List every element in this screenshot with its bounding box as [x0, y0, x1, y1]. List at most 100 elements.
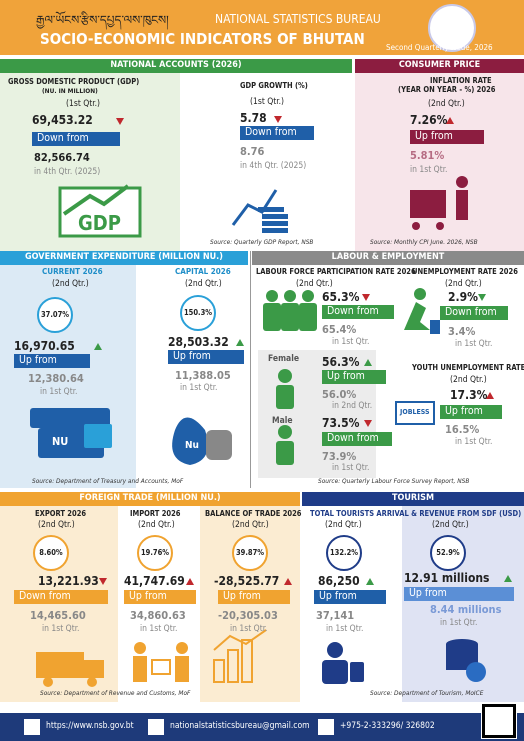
footer-band: [0, 713, 524, 741]
comparison-badge: Up from: [218, 590, 290, 604]
previous-value: -20,305.03: [218, 609, 278, 622]
panel-title: LABOUR FORCE PARTICIPATION RATE 2026: [256, 267, 416, 276]
panel-title: IMPORT 2026: [130, 509, 181, 518]
arrow-down: [478, 294, 486, 301]
section-bar: [355, 59, 524, 73]
comparison-badge: Down from: [322, 432, 392, 446]
header-text: https://www.nsb.gov.bt: [46, 721, 134, 731]
value: 2.9%: [448, 290, 478, 304]
value: 86,250: [318, 574, 360, 588]
panel: [355, 73, 524, 251]
icon-label: JOBLESS: [400, 408, 430, 416]
period: (2nd Qtr.): [432, 520, 469, 530]
value: 17.3%: [450, 388, 488, 402]
source-note: Source: Department of Tourism, MoICE: [370, 689, 484, 697]
arrow-up: [284, 578, 292, 585]
previous-period: in 1st Qtr.: [40, 387, 78, 397]
label: Female: [268, 354, 300, 364]
previous-period: in 1st Qtr.: [332, 337, 370, 347]
share-circle: 52.9%: [430, 535, 466, 571]
icon-label: NU: [52, 435, 69, 448]
previous-period: in 4th Qtr. (2025): [34, 167, 101, 177]
value: 12.91 millions: [404, 571, 490, 585]
source-note: Source: Quarterly Labour Force Survey Re…: [318, 477, 470, 485]
value: 65.3%: [322, 290, 360, 304]
source-note: Source: Quarterly GDP Report, NSB: [210, 238, 314, 246]
panel-title: EXPORT 2026: [35, 509, 87, 518]
period: (2nd Qtr.): [325, 520, 362, 530]
source-note: Source: Department of Treasury and Accou…: [32, 477, 184, 485]
arrow-down: [116, 118, 124, 125]
previous-period: in 1st Qtr.: [180, 383, 218, 393]
previous-period: in 1st Qtr.: [42, 624, 80, 634]
section-bar: [252, 251, 524, 265]
previous-value: 65.4%: [322, 323, 357, 336]
period: (2nd Qtr.): [138, 520, 175, 530]
comparison-badge: Up from: [14, 354, 90, 368]
section-heading: LABOUR & EMPLOYMENT: [331, 252, 445, 262]
comparison-badge: Down from: [440, 306, 508, 320]
mail-icon: [148, 719, 164, 735]
arrow-down: [362, 294, 370, 301]
panel-title: INFLATION RATE: [430, 76, 492, 85]
panel-title: TOTAL TOURISTS ARRIVAL & REVENUE FROM SD…: [310, 509, 524, 518]
comparison-badge: Up from: [322, 370, 386, 384]
period: (2nd Qtr.): [52, 279, 89, 289]
comparison-badge: Up from: [404, 587, 514, 601]
comparison-badge: Down from: [32, 132, 120, 146]
arrow-up: [504, 575, 512, 582]
panel-title: (NU. IN MILLION): [42, 87, 98, 95]
qr-code: [481, 703, 517, 739]
header-text: NATIONAL STATISTICS BUREAU: [215, 12, 381, 26]
comparison-badge: Down from: [240, 126, 314, 140]
panel-title: GDP GROWTH (%): [240, 81, 308, 90]
arrow-up: [236, 339, 244, 346]
panel-title: GROSS DOMESTIC PRODUCT (GDP): [8, 77, 140, 86]
arrow-down: [364, 420, 372, 427]
panel-title: BALANCE OF TRADE 2026: [205, 509, 302, 518]
previous-value: 82,566.74: [34, 151, 90, 164]
previous-value: 73.9%: [322, 450, 357, 463]
panel-title: CURRENT 2026: [42, 267, 103, 276]
value: 41,747.69: [124, 574, 185, 588]
comparison-badge: Up from: [314, 590, 386, 604]
previous-period: in 1st Qtr.: [326, 624, 364, 634]
arrow-up: [366, 578, 374, 585]
source-note: Source: Monthly CPI June. 2026, NSB: [370, 238, 478, 246]
section-heading: NATIONAL ACCOUNTS (2026): [110, 60, 242, 70]
section-bar: [302, 492, 524, 506]
value: 73.5%: [322, 416, 360, 430]
header-text: +975-2-333296/ 326802: [340, 721, 435, 731]
period: (2nd Qtr.): [185, 279, 222, 289]
previous-period: in 1st Qtr.: [440, 618, 478, 628]
previous-value: 34,860.63: [130, 609, 186, 622]
value: 5.78: [240, 111, 267, 125]
value: 13,221.93: [38, 574, 99, 588]
header-text: Second Quarterly Issue, 2026: [386, 43, 493, 52]
header-text: SOCIO-ECONOMIC INDICATORS OF BHUTAN: [40, 30, 365, 48]
previous-period: in 1st Qtr.: [230, 624, 268, 634]
section-heading: FOREIGN TRADE (MILLION NU.): [79, 493, 221, 503]
section-bar: [0, 251, 248, 265]
arrow-up: [186, 578, 194, 585]
value: 56.3%: [322, 355, 360, 369]
section-heading: CONSUMER PRICE: [398, 60, 481, 70]
phone-icon: [318, 719, 334, 735]
value: 7.26%: [410, 113, 448, 127]
share-circle: 37.07%: [37, 297, 73, 333]
panel-title: (YEAR ON YEAR - %) 2026: [398, 85, 496, 94]
previous-value: 3.4%: [448, 325, 476, 338]
label: Male: [272, 416, 293, 426]
comparison-badge: Down from: [14, 590, 108, 604]
arrow-up: [364, 359, 372, 366]
arrow-up: [446, 117, 454, 124]
period: (2nd Qtr.): [232, 520, 269, 530]
comparison-badge: Up from: [168, 350, 244, 364]
comparison-badge: Up from: [440, 405, 502, 419]
previous-value: 8.44 millions: [430, 603, 502, 616]
previous-period: in 1st Qtr.: [140, 624, 178, 634]
period: (1st Qtr.): [250, 97, 285, 107]
previous-period: in 2nd Qtr.: [332, 401, 373, 411]
value: 16,970.65: [14, 339, 75, 353]
